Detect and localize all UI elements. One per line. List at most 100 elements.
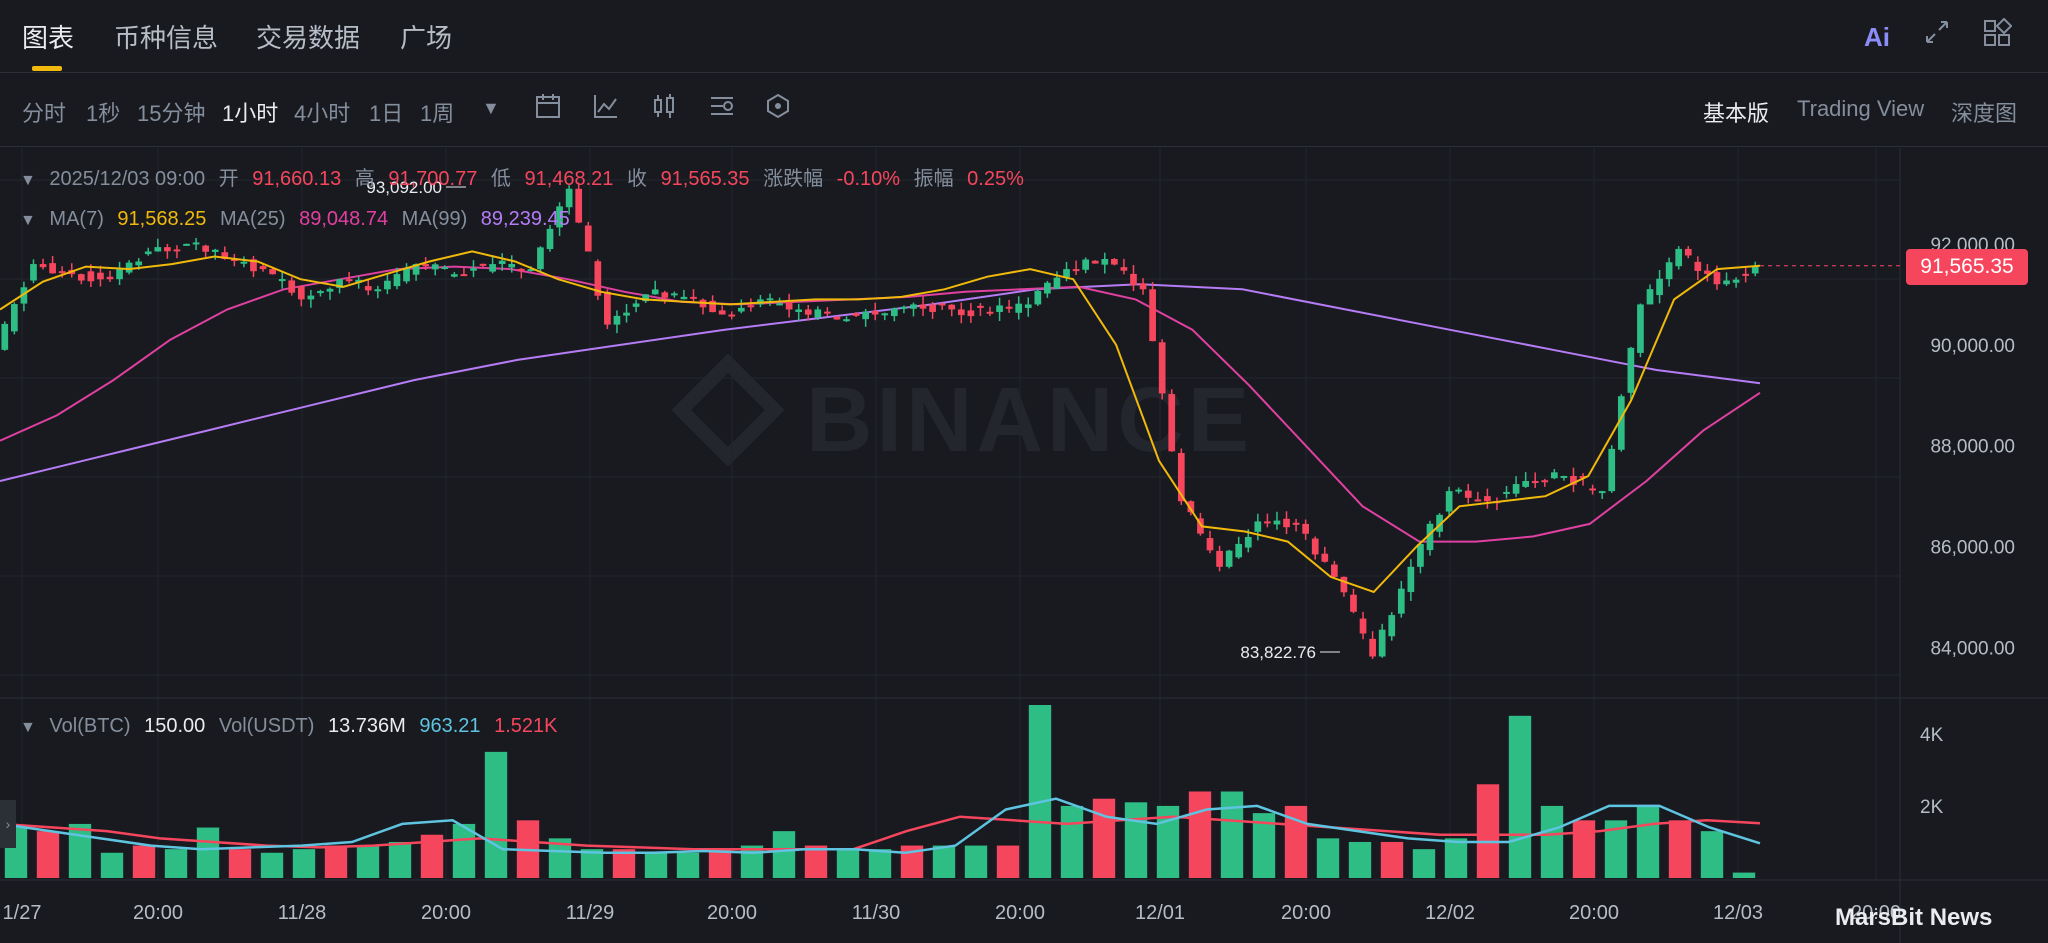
candle-down	[1111, 259, 1118, 265]
candle-down	[58, 271, 66, 274]
indicator-icon[interactable]	[592, 92, 620, 127]
settings-icon[interactable]	[708, 92, 736, 127]
candle-up	[412, 264, 420, 275]
candle-up	[546, 228, 554, 250]
candle-up	[470, 268, 477, 271]
candle-up	[766, 298, 774, 301]
candle-down	[1120, 267, 1128, 271]
tab-chart[interactable]: 图表	[22, 23, 75, 53]
top-bar: 图表 币种信息 交易数据 广场 Ai	[0, 0, 2048, 73]
ohlc-datetime: 2025/12/03 09:00	[49, 168, 206, 190]
x-tick-label: 11/30	[852, 902, 901, 924]
brand-watermark: MarsBit News	[1835, 904, 1993, 931]
interval-tick[interactable]: 分时	[22, 101, 67, 126]
candle-up	[910, 304, 917, 309]
candle-down	[1206, 538, 1214, 551]
candle-down	[202, 245, 209, 252]
candle-up	[1723, 280, 1730, 285]
candle-up	[814, 309, 822, 318]
ma99-label: MA(99)	[401, 208, 468, 230]
chevron-down-icon[interactable]: ▼	[20, 172, 36, 189]
tab-coin-info[interactable]: 币种信息	[114, 23, 219, 53]
version-depth[interactable]: 深度图	[1951, 101, 2018, 126]
volume-bar	[1188, 791, 1212, 878]
candle-up	[613, 315, 621, 325]
vol-ma1-line	[0, 797, 1761, 855]
y-tick-label: 86,000.00	[1930, 538, 2015, 559]
candle-down	[661, 292, 669, 298]
candle-up	[1053, 277, 1061, 289]
high-value: 91,700.77	[388, 168, 478, 190]
vol-ma2-value: 1.521K	[494, 715, 558, 737]
candle-up	[1034, 290, 1042, 305]
ai-icon[interactable]: Ai	[1864, 22, 1890, 52]
candle-down	[479, 263, 487, 266]
candle-down	[1684, 248, 1692, 256]
interval-1d[interactable]: 1日	[369, 101, 404, 126]
candle-up	[135, 261, 143, 266]
candle-up	[1426, 523, 1434, 551]
candle-down	[1579, 476, 1587, 479]
candle-up	[30, 264, 37, 281]
candle-down	[986, 311, 994, 314]
candle-down	[1340, 576, 1348, 593]
candle-down	[77, 274, 85, 281]
candle-up	[384, 280, 391, 290]
expand-icon[interactable]	[1923, 18, 1951, 53]
candle-down	[1187, 501, 1195, 513]
candle-down	[517, 268, 525, 271]
candle-up	[1646, 289, 1654, 305]
hexagon-icon[interactable]	[764, 92, 792, 127]
candle-down	[1072, 269, 1080, 272]
candle-down	[1589, 488, 1596, 491]
candle-down	[49, 263, 56, 274]
ma25-value: 89,048.74	[299, 208, 389, 230]
candle-up	[1751, 265, 1759, 274]
tab-trading-data[interactable]: 交易数据	[256, 23, 361, 53]
candle-down	[269, 269, 276, 275]
volume-bar	[1508, 715, 1532, 878]
tab-square[interactable]: 广场	[400, 23, 453, 53]
x-tick-label: 20:00	[1851, 902, 1901, 924]
candle-up	[1, 323, 9, 350]
volume-bar	[1540, 805, 1564, 878]
grid-icon[interactable]	[1982, 17, 2013, 55]
vol-row: ▼ Vol(BTC) 150.00 Vol(USDT) 13.736M 963.…	[20, 715, 566, 738]
side-panel-toggle[interactable]: ›	[0, 800, 16, 848]
candle-up	[144, 251, 152, 255]
chevron-down-icon[interactable]: ▼	[20, 212, 36, 229]
interval-1w[interactable]: 1周	[420, 101, 455, 126]
version-basic[interactable]: 基本版	[1703, 101, 1770, 126]
candle-down	[604, 291, 611, 325]
interval-4h[interactable]: 4小时	[294, 101, 351, 126]
candle-down	[1359, 618, 1367, 634]
y-tick-label: 84,000.00	[1930, 639, 2015, 660]
candle-down	[1149, 289, 1156, 342]
candle-type-icon[interactable]	[650, 92, 678, 127]
candle-down	[709, 300, 716, 313]
x-tick-label: 11/29	[566, 902, 615, 924]
candle-down	[575, 188, 583, 223]
candle-up	[862, 311, 869, 320]
candle-down	[422, 264, 429, 267]
interval-1h[interactable]: 1小时	[222, 101, 279, 126]
candle-up	[240, 261, 248, 264]
calendar-icon[interactable]	[534, 92, 562, 127]
low-annotation: 83,822.76	[1240, 643, 1316, 662]
candle-up	[1445, 491, 1453, 512]
interval-15m[interactable]: 15分钟	[137, 101, 206, 126]
chevron-down-icon[interactable]: ▼	[20, 719, 36, 736]
candle-down	[87, 271, 95, 282]
version-tradingview[interactable]: Trading View	[1797, 96, 1925, 121]
candle-down	[690, 296, 697, 299]
open-label: 开	[218, 168, 239, 190]
interval-1s[interactable]: 1秒	[86, 101, 121, 126]
candle-up	[1388, 615, 1396, 637]
candle-up	[671, 293, 678, 296]
chevron-down-icon[interactable]: ▼	[482, 98, 500, 118]
chart-toolbar: 分时 1秒 15分钟 1小时 4小时 1日 1周 ▼ 基本版 Trading V…	[0, 72, 2048, 147]
volume-bar	[420, 834, 444, 878]
volume-bar	[1220, 791, 1244, 878]
candle-up	[326, 288, 334, 292]
